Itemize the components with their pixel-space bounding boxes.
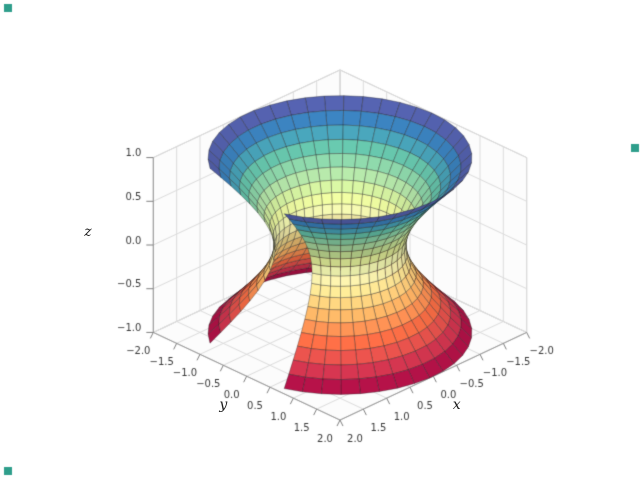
hyperboloid-surface-plot-canvas bbox=[0, 0, 640, 480]
figure: x y z bbox=[0, 0, 640, 480]
